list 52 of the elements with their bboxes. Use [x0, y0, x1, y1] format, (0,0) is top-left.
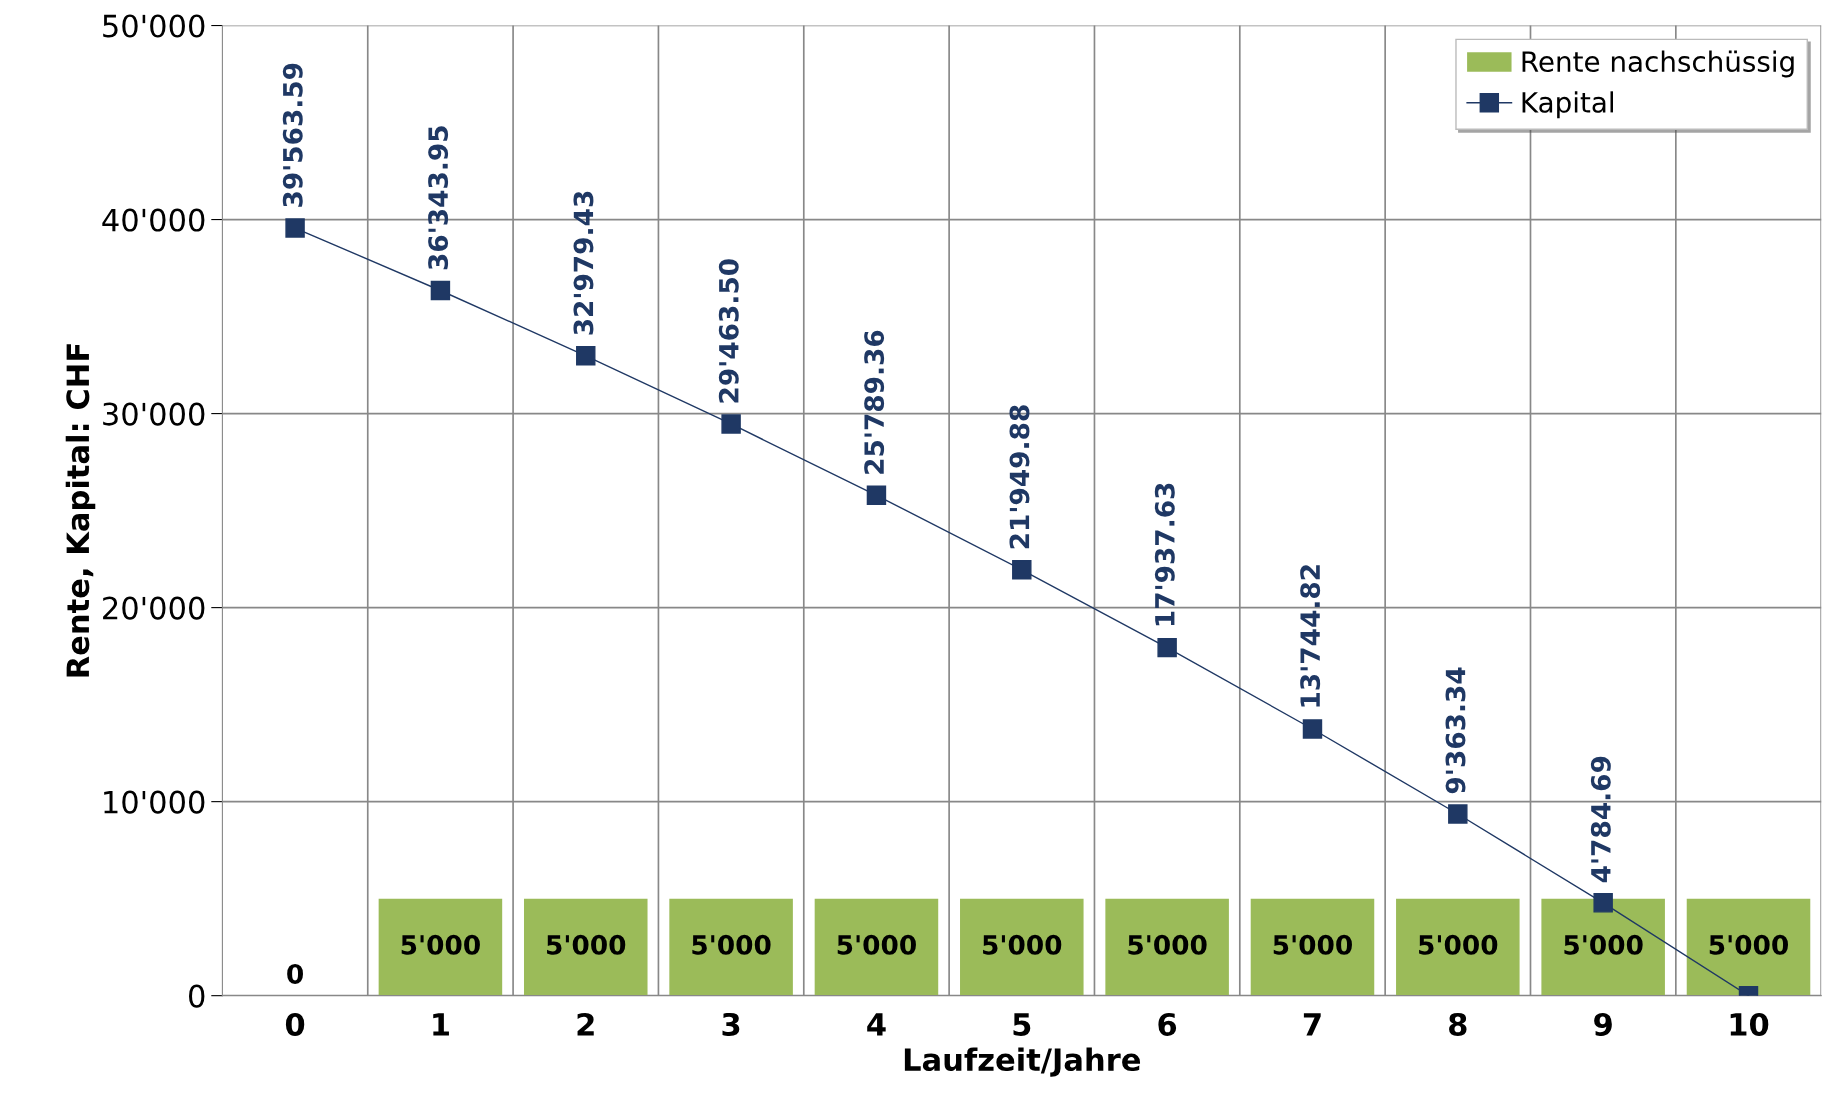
- data-label: 9'363.34: [1445, 667, 1466, 794]
- data-label: 36'343.95: [428, 126, 449, 270]
- x-axis-title: Laufzeit/Jahre: [904, 1047, 1141, 1077]
- data-label: 5'000: [983, 934, 1062, 955]
- data-label: 5'000: [401, 934, 480, 955]
- data-label: 32'979.43: [573, 191, 594, 335]
- x-tick-label: 4: [867, 1013, 886, 1036]
- x-tick-label: 3: [722, 1012, 740, 1036]
- x-tick-label: 10: [1730, 1012, 1769, 1036]
- data-label: 5'000: [1419, 934, 1498, 955]
- data-label: 5'000: [1273, 934, 1352, 955]
- data-label: 29'463.50: [718, 259, 739, 403]
- data-label: 5'000: [1709, 934, 1789, 955]
- point: [1157, 637, 1177, 658]
- data-label: 13'744.82: [1300, 565, 1321, 707]
- point: [1302, 719, 1323, 739]
- data-label: 39'563.59: [282, 63, 303, 207]
- y-axis-title: Rente, Kapital: CHF: [65, 344, 96, 677]
- x-tick-label: 2: [577, 1012, 594, 1036]
- data-label: 5'000: [1564, 934, 1643, 955]
- point: [1012, 560, 1032, 580]
- y-tick-label: 50'000: [103, 14, 205, 38]
- y-tick-label: 30'000: [103, 402, 205, 426]
- data-label: 17'937.63: [1154, 483, 1175, 626]
- x-tick-label: 8: [1449, 1012, 1467, 1036]
- data-label: 4'784.69: [1590, 756, 1611, 883]
- y-tick-label: 20'000: [103, 596, 205, 620]
- data-label: 5'000: [1128, 934, 1207, 955]
- y-tick-label: 40'000: [102, 208, 205, 232]
- x-tick-label: 6: [1158, 1012, 1177, 1036]
- point: [1448, 804, 1468, 824]
- data-label: 25'789.36: [864, 330, 885, 474]
- data-label: 5'000: [837, 934, 916, 955]
- point: [1593, 893, 1613, 913]
- point: [285, 218, 305, 238]
- x-tick-label: 9: [1594, 1012, 1612, 1036]
- x-tick-label: 0: [285, 1012, 305, 1036]
- data-label: 0: [287, 963, 303, 984]
- data-label: 5'000: [692, 934, 771, 955]
- point: [721, 414, 741, 434]
- y-tick-label: 10'000: [104, 790, 205, 814]
- x-tick-label: 5: [1013, 1013, 1031, 1036]
- data-label: 21'949.88: [1009, 405, 1030, 549]
- x-tick-label: 7: [1303, 1013, 1321, 1036]
- legend-label: Rente nachschüssig: [1522, 50, 1794, 78]
- point: [576, 346, 596, 366]
- point: [430, 280, 451, 301]
- point: [866, 485, 887, 506]
- y-tick-label: 0: [189, 984, 205, 1008]
- data-label: 5'000: [547, 934, 626, 955]
- legend-label: Kapital: [1522, 91, 1613, 119]
- x-tick-label: 1: [433, 1013, 449, 1036]
